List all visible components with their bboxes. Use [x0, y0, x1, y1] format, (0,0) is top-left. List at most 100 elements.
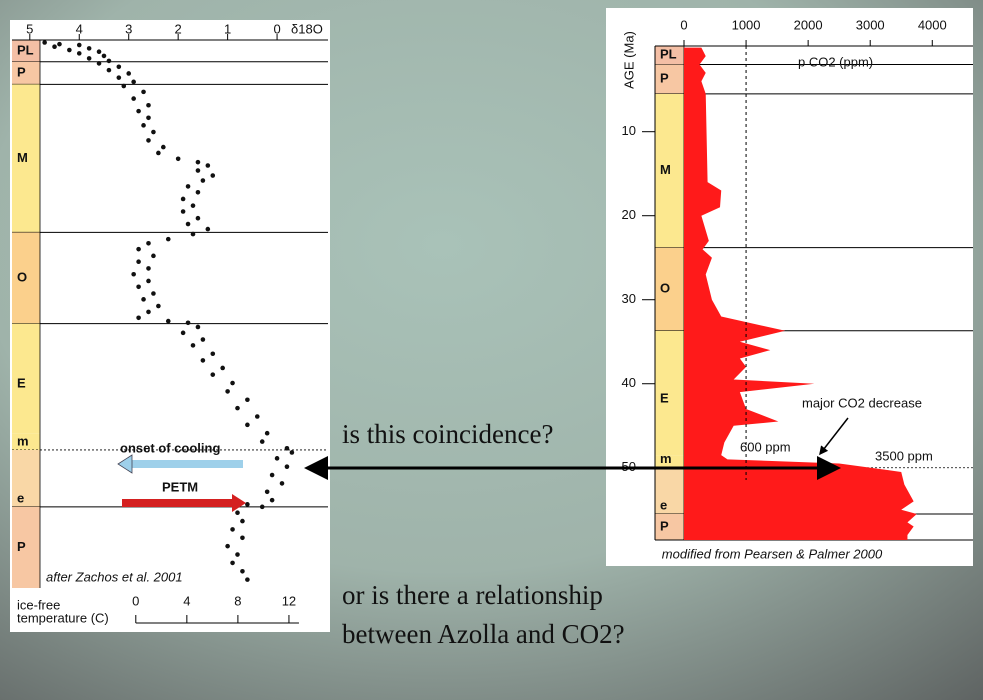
- data-point: [146, 309, 151, 315]
- epoch-band: [655, 513, 684, 540]
- x-tick-label: 0: [680, 17, 687, 32]
- data-point: [200, 337, 206, 342]
- data-point: [116, 75, 122, 80]
- annotation: 600 ppm: [740, 439, 791, 454]
- data-point: [165, 236, 171, 242]
- question: between Azolla and CO2?: [342, 619, 625, 649]
- data-point: [235, 552, 240, 557]
- data-point: [136, 315, 141, 321]
- data-point: [195, 215, 201, 221]
- epoch-band: [12, 433, 40, 450]
- x-tick-label: 3: [125, 21, 132, 36]
- data-point: [210, 351, 216, 357]
- data-point: [106, 58, 112, 64]
- epoch-label: E: [660, 391, 669, 406]
- data-point: [126, 71, 132, 76]
- data-point: [146, 241, 151, 246]
- data-point: [190, 231, 196, 237]
- annotation: 3500 ppm: [875, 448, 933, 463]
- epoch-band: [655, 64, 684, 94]
- epoch-band: [12, 61, 40, 85]
- data-point: [131, 96, 136, 101]
- data-point: [180, 196, 186, 202]
- x-tick-label: 2000: [794, 17, 823, 32]
- epoch-label: P: [17, 539, 26, 554]
- data-point: [136, 259, 141, 265]
- epoch-band: [655, 93, 684, 248]
- petm-arrow-head: [232, 494, 246, 512]
- data-point: [210, 173, 216, 178]
- data-point: [240, 568, 245, 574]
- x2-tick-label: 0: [132, 593, 139, 608]
- question: or is there a relationship: [342, 580, 603, 610]
- epoch-label: e: [17, 490, 24, 505]
- data-point: [195, 168, 201, 173]
- data-point: [269, 497, 275, 503]
- data-point: [284, 464, 290, 469]
- data-point: [146, 138, 151, 143]
- data-point: [156, 150, 161, 156]
- data-point: [235, 510, 240, 516]
- data-point: [165, 318, 171, 324]
- data-point: [136, 108, 141, 114]
- x-tick-label: 4000: [918, 17, 947, 32]
- annotation: onset of cooling: [120, 440, 220, 455]
- annotation: major CO2 decrease: [802, 395, 922, 410]
- x-tick-label: 1: [224, 21, 231, 36]
- epoch-label: P: [660, 71, 669, 86]
- data-point: [146, 115, 151, 121]
- data-point: [175, 156, 181, 162]
- data-point: [284, 445, 290, 451]
- data-point: [230, 380, 235, 386]
- data-point: [180, 330, 186, 336]
- data-point: [274, 456, 280, 461]
- data-point: [141, 297, 146, 302]
- x2-tick-label: 8: [234, 593, 241, 608]
- y-axis-label: AGE (Ma): [621, 31, 636, 89]
- data-point: [240, 535, 245, 541]
- x-axis-label: δ18O: [291, 21, 323, 36]
- epoch-label: O: [660, 281, 670, 296]
- epoch-label: M: [660, 162, 671, 177]
- data-point: [185, 320, 191, 326]
- epoch-label: e: [660, 497, 667, 512]
- epoch-label: O: [17, 269, 27, 284]
- data-point: [180, 209, 186, 214]
- data-point: [86, 46, 92, 51]
- data-point: [230, 527, 235, 532]
- data-point: [116, 64, 122, 70]
- x2-tick-label: 4: [183, 593, 190, 608]
- data-point: [121, 83, 127, 89]
- data-point: [136, 284, 141, 290]
- epoch-label: E: [17, 375, 26, 390]
- data-point: [225, 543, 230, 549]
- y-tick-label: 30: [622, 291, 636, 306]
- data-point: [259, 504, 265, 510]
- data-point: [289, 450, 295, 455]
- data-point: [156, 303, 161, 309]
- epoch-band: [12, 323, 40, 434]
- data-point: [235, 405, 240, 411]
- data-point: [131, 271, 136, 277]
- data-point: [146, 278, 151, 284]
- data-point: [86, 56, 92, 61]
- y-tick-label: 40: [622, 375, 636, 390]
- x-tick-label: 1000: [732, 17, 761, 32]
- data-point: [190, 203, 196, 208]
- data-point: [136, 246, 141, 252]
- data-point: [67, 47, 72, 53]
- epoch-band: [12, 232, 40, 324]
- epoch-band: [655, 46, 684, 65]
- annotation: PETM: [162, 479, 198, 494]
- x-tick-label: 2: [175, 21, 182, 36]
- data-point: [151, 291, 156, 296]
- data-point: [131, 79, 136, 85]
- data-point: [245, 422, 250, 428]
- x-tick-label: 0: [273, 21, 280, 36]
- data-point: [195, 189, 201, 195]
- question: is this coincidence?: [342, 419, 553, 449]
- data-point: [185, 221, 191, 227]
- data-point: [151, 129, 156, 135]
- data-point: [230, 560, 235, 566]
